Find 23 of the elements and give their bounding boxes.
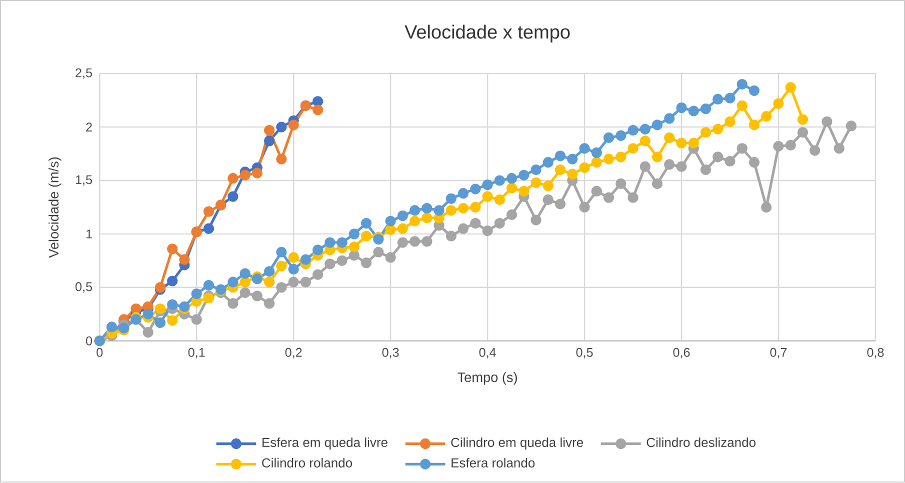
x-tick-label: 0,8 [867, 348, 884, 359]
x-tick-label: 0,4 [479, 348, 496, 359]
y-tick-label: 2,5 [76, 68, 92, 80]
y-tick-label: 2 [86, 122, 92, 132]
x-tick-label: 0,5 [576, 348, 593, 359]
x-tick-label: 0,7 [770, 348, 787, 359]
y-tick-label: 0,5 [76, 282, 92, 293]
legend-label: Esfera em queda livre [262, 438, 388, 450]
x-tick-label: 0 [96, 348, 103, 358]
x-axis-title: Tempo (s) [458, 372, 517, 386]
y-tick-label: 0 [86, 336, 92, 346]
x-tick-label: 0,3 [382, 348, 399, 359]
chart-title: Velocidade x tempo [404, 24, 570, 43]
y-axis-title: Velocidade (m/s) [48, 158, 62, 258]
legend-label: Cilindro em queda livre [451, 438, 584, 450]
x-tick-label: 0,6 [673, 348, 690, 359]
y-tick-label: 1 [86, 230, 92, 239]
x-tick-label: 0,2 [285, 348, 302, 359]
y-tick-label: 1,5 [76, 176, 92, 186]
x-tick-label: 0,1 [188, 348, 205, 359]
legend-label: Cilindro rolando [262, 458, 352, 468]
legend-label: Esfera rolando [452, 458, 535, 468]
legend-label: Cilindro deslizando [646, 438, 756, 448]
